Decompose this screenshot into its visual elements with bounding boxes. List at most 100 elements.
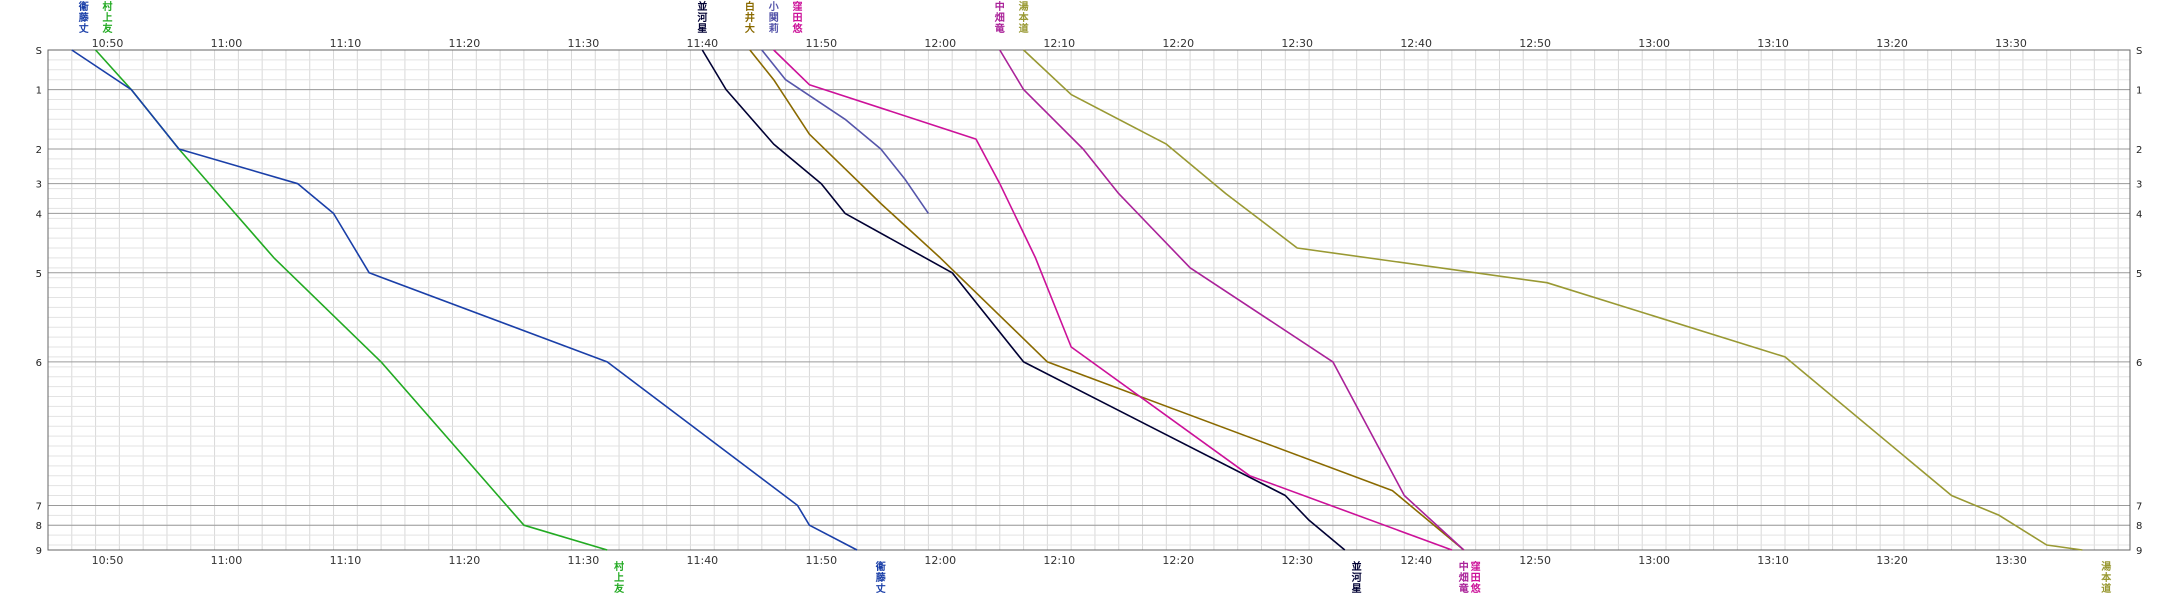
x-tick-label-bottom: 12:50 xyxy=(1519,554,1551,567)
x-tick-label-bottom: 12:00 xyxy=(924,554,956,567)
series-line xyxy=(761,49,930,214)
runner-name-top: 大 xyxy=(745,22,755,35)
runner-name-top: 丈 xyxy=(79,22,89,35)
runner-name-top: 友 xyxy=(102,22,112,35)
x-tick-label-bottom: 13:00 xyxy=(1638,554,1670,567)
x-tick-label-top: 12:40 xyxy=(1400,37,1432,50)
x-tick-label-bottom: 13:20 xyxy=(1876,554,1908,567)
x-tick-label-bottom: 11:00 xyxy=(211,554,243,567)
runner-name-bottom: 河 xyxy=(1352,572,1362,584)
x-tick-label-top: 11:30 xyxy=(568,37,600,50)
runner-name-bottom: 衞 xyxy=(875,560,886,573)
station-label-left: 7 xyxy=(36,501,42,512)
station-label-right: 4 xyxy=(2136,209,2142,220)
x-tick-label-bottom: 11:20 xyxy=(449,554,481,567)
runner-name-top: 河 xyxy=(697,12,707,24)
station-label-right: 1 xyxy=(2136,86,2142,97)
runner-name-bottom: 村 xyxy=(614,560,624,573)
station-label-right: S xyxy=(2136,46,2142,57)
x-tick-label-bottom: 11:40 xyxy=(686,554,718,567)
runner-name-bottom: 悠 xyxy=(1470,582,1482,595)
x-tick-label-top: 12:30 xyxy=(1281,37,1313,50)
series-line xyxy=(1023,49,2083,551)
station-label-left: 1 xyxy=(36,86,42,97)
station-label-right: 2 xyxy=(2136,145,2142,156)
x-tick-label-bottom: 10:50 xyxy=(92,554,124,567)
x-tick-label-bottom: 12:20 xyxy=(1162,554,1194,567)
x-tick-label-bottom: 13:30 xyxy=(1995,554,2027,567)
x-tick-label-top: 12:10 xyxy=(1043,37,1075,50)
runner-name-bottom: 田 xyxy=(1471,572,1481,584)
runner-name-bottom: 竜 xyxy=(1459,582,1469,595)
station-label-left: 5 xyxy=(36,269,42,280)
series-lines xyxy=(71,49,2083,551)
plot-frame xyxy=(47,49,2131,551)
x-tick-label-bottom: 12:30 xyxy=(1281,554,1313,567)
runner-name-bottom: 中 xyxy=(1459,560,1469,573)
runner-labels: 村上友村上友衞藤丈衞藤丈並河星並河星白井大小関莉窪田悠窪田悠中畑竜中畑竜湯本道湯… xyxy=(78,0,2113,595)
runner-name-top: 田 xyxy=(793,12,803,24)
x-tick-label-top: 13:20 xyxy=(1876,37,1908,50)
series-line xyxy=(701,49,1346,551)
x-tick-label-bottom: 11:10 xyxy=(330,554,362,567)
series-line xyxy=(749,49,1465,551)
runner-name-top: 関 xyxy=(769,12,779,24)
runner-name-top: 藤 xyxy=(79,11,90,24)
runner-name-top: 本 xyxy=(1019,11,1030,24)
station-label-left: 2 xyxy=(36,145,42,156)
x-tick-label-top: 13:30 xyxy=(1995,37,2027,50)
runner-name-top: 窪 xyxy=(793,0,803,13)
station-label-left: S xyxy=(36,46,42,57)
x-tick-label-top: 13:10 xyxy=(1757,37,1789,50)
station-label-right: 5 xyxy=(2136,269,2142,280)
runner-name-bottom: 畑 xyxy=(1459,571,1469,584)
series-line xyxy=(999,49,1465,551)
runner-name-top: 白 xyxy=(745,0,755,13)
x-tick-label-bottom: 11:30 xyxy=(568,554,600,567)
runner-name-top: 村 xyxy=(102,0,112,13)
runner-name-top: 並 xyxy=(697,0,707,13)
grid xyxy=(47,49,2130,551)
x-tick-label-top: 11:20 xyxy=(449,37,481,50)
runner-name-bottom: 湯 xyxy=(2101,560,2111,573)
station-label-right: 6 xyxy=(2136,358,2142,369)
x-tick-label-bottom: 11:50 xyxy=(805,554,837,567)
runner-name-top: 衞 xyxy=(78,0,89,13)
runner-name-bottom: 上 xyxy=(614,571,624,584)
runner-name-top: 中 xyxy=(995,0,1005,13)
x-tick-label-top: 11:40 xyxy=(686,37,718,50)
x-tick-label-top: 10:50 xyxy=(92,37,124,50)
x-tick-label-bottom: 12:40 xyxy=(1400,554,1432,567)
station-label-left: 8 xyxy=(36,521,42,532)
station-label-left: 3 xyxy=(36,180,42,191)
x-tick-label-top: 11:00 xyxy=(211,37,243,50)
runner-name-bottom: 藤 xyxy=(876,571,887,584)
axes: 10:50 10:50 11:00 11:00 11:10 11:10 11:20 11:20… xyxy=(36,37,2143,567)
x-tick-label-top: 12:00 xyxy=(924,37,956,50)
runner-name-bottom: 本 xyxy=(2101,571,2112,584)
runner-name-bottom: 道 xyxy=(2101,582,2111,595)
series-line xyxy=(773,49,1453,551)
station-label-right: 8 xyxy=(2136,521,2142,532)
runner-name-bottom: 丈 xyxy=(876,582,886,595)
runner-name-bottom: 星 xyxy=(1352,583,1362,595)
runner-name-top: 莉 xyxy=(769,22,779,35)
series-line xyxy=(71,49,858,551)
station-label-right: 9 xyxy=(2136,546,2142,557)
station-label-left: 9 xyxy=(36,546,42,557)
x-tick-label-bottom: 13:10 xyxy=(1757,554,1789,567)
x-tick-label-top: 11:10 xyxy=(330,37,362,50)
station-label-left: 4 xyxy=(36,209,42,220)
station-label-left: 6 xyxy=(36,358,42,369)
station-label-right: 7 xyxy=(2136,501,2142,512)
x-tick-label-top: 11:50 xyxy=(805,37,837,50)
x-tick-label-top: 13:00 xyxy=(1638,37,1670,50)
runner-name-top: 星 xyxy=(697,23,707,35)
x-tick-label-top: 12:50 xyxy=(1519,37,1551,50)
x-tick-label-top: 12:20 xyxy=(1162,37,1194,50)
runner-name-bottom: 友 xyxy=(614,582,624,595)
runner-name-bottom: 並 xyxy=(1352,560,1362,573)
runner-name-top: 湯 xyxy=(1019,0,1029,13)
